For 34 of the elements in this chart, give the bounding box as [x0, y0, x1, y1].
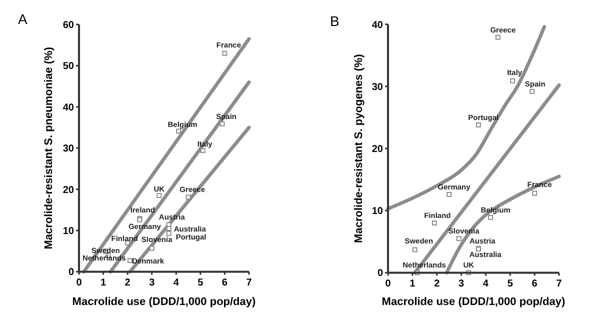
x-tick-label: 4: [482, 278, 489, 290]
x-tick-label: 6: [222, 278, 228, 289]
x-tick-label: 0: [385, 278, 392, 290]
x-axis-title: Macrolide use (DDD/1,000 pop/day): [382, 296, 566, 308]
y-tick-label: 0: [68, 267, 74, 278]
x-tick-label: 1: [410, 278, 416, 290]
y-axis-title: Macrolide-resistant S. pneumoniae (%): [43, 46, 55, 250]
y-axis-title: Macrolide-resistant S. pyogenes (%): [353, 54, 365, 243]
x-tick-label: 6: [532, 278, 538, 290]
x-axis-title: Macrolide use (DDD/1,000 pop/day): [72, 296, 256, 308]
x-tick-label: 5: [507, 278, 514, 290]
x-tick-label: 3: [149, 278, 156, 289]
x-tick-label: 5: [198, 278, 204, 289]
x-tick-label: 2: [124, 278, 131, 289]
y-tick-label: 10: [62, 226, 74, 237]
x-tick-label: 1: [100, 278, 107, 289]
x-tick-label: 4: [173, 278, 180, 289]
y-tick-label: 0: [377, 268, 384, 280]
x-tick-label: 7: [556, 278, 562, 290]
x-tick-label: 0: [76, 278, 82, 289]
y-tick-label: 30: [62, 144, 74, 155]
chart-title: A: [18, 11, 28, 27]
y-tick-label: 10: [372, 206, 384, 218]
x-tick-label: 3: [458, 278, 465, 290]
y-tick-label: 60: [62, 20, 74, 31]
x-tick-label: 2: [434, 278, 440, 290]
y-tick-label: 50: [62, 61, 74, 72]
y-tick-label: 40: [372, 20, 384, 31]
y-tick-label: 20: [372, 144, 384, 155]
x-tick-label: 7: [246, 278, 252, 289]
chart-title: B: [330, 13, 340, 29]
y-tick-label: 30: [372, 82, 384, 93]
y-tick-label: 20: [62, 184, 74, 196]
y-tick-label: 40: [62, 102, 74, 114]
